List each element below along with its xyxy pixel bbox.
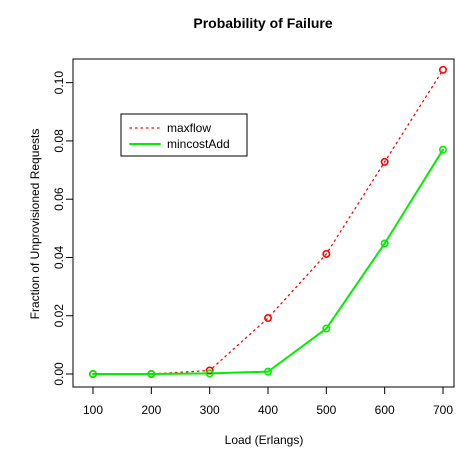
- data-point-mincostAdd: [89, 369, 98, 378]
- x-tick-label: 400: [258, 403, 278, 417]
- x-tick-label: 500: [316, 403, 336, 417]
- legend-box: [120, 113, 248, 157]
- legend-label-maxflow: maxflow: [167, 121, 211, 135]
- y-tick-label: 0.08: [52, 129, 66, 153]
- data-point-mincostAdd: [322, 324, 331, 333]
- data-point-maxflow: [380, 157, 389, 166]
- data-point-maxflow: [205, 366, 214, 375]
- x-tick-label: 600: [375, 403, 395, 417]
- y-tick-label: 0.10: [52, 71, 66, 95]
- data-point-mincostAdd: [380, 239, 389, 248]
- data-point-mincostAdd: [263, 367, 272, 376]
- data-point-maxflow: [263, 314, 272, 323]
- data-point-mincostAdd: [147, 369, 156, 378]
- data-point-mincostAdd: [205, 369, 214, 378]
- series-layer: [89, 65, 447, 378]
- x-axis-label: Load (Erlangs): [225, 433, 304, 447]
- legend: maxflow mincostAdd: [120, 113, 248, 157]
- y-tick-label: 0.06: [52, 187, 66, 211]
- y-tick-label: 0.02: [52, 304, 66, 328]
- data-point-maxflow: [438, 65, 447, 74]
- legend-label-mincostAdd: mincostAdd: [167, 137, 230, 151]
- series-line-maxflow: [92, 69, 444, 375]
- x-tick-label: 300: [200, 403, 220, 417]
- y-tick-label: 0.04: [52, 245, 66, 269]
- y-tick-label: 0.00: [52, 362, 66, 386]
- x-tick-label: 100: [83, 403, 103, 417]
- data-point-maxflow: [322, 249, 331, 258]
- y-axis-label: Fraction of Unprovisioned Requests: [28, 129, 42, 320]
- data-point-mincostAdd: [438, 145, 447, 154]
- chart-title: Probability of Failure: [193, 15, 332, 31]
- series-line-mincostAdd: [92, 148, 444, 375]
- x-tick-label: 700: [433, 403, 453, 417]
- x-axis: 100 200 300 400 500 600 700: [83, 386, 453, 417]
- x-tick-label: 200: [141, 403, 161, 417]
- y-axis: 0.00 0.02 0.04 0.06 0.08 0.10: [52, 71, 74, 386]
